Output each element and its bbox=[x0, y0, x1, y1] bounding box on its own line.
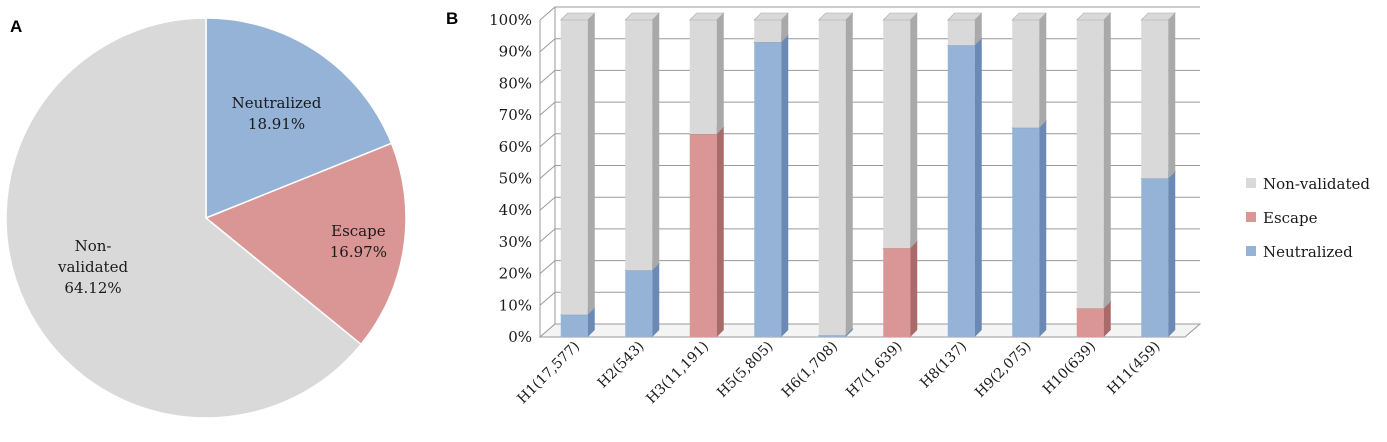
x-category-label: H9(2,075) bbox=[972, 339, 1034, 401]
pie-slice-non-validated bbox=[5, 17, 363, 419]
bar-side-neutralized bbox=[652, 263, 660, 337]
y-axis-ticks: 0% 10% 20% 30% 40% 50% 60% 70% 80% 90% 100% bbox=[489, 11, 532, 346]
x-category-label: H6(1,708) bbox=[779, 339, 841, 401]
pie-label-non-validated: Non- bbox=[75, 237, 112, 255]
bar-side-non-validated bbox=[716, 13, 724, 135]
bar-side-non-validated bbox=[1039, 13, 1047, 128]
bar-top-non-validated bbox=[818, 12, 854, 21]
bar-segment-neutralized bbox=[754, 42, 782, 337]
pie-label-neutralized: Neutralized bbox=[232, 94, 322, 112]
bar-side-non-validated bbox=[1103, 13, 1111, 309]
bar-top-non-validated bbox=[947, 12, 983, 21]
bar-segment-non-validated bbox=[1076, 20, 1104, 309]
bar-side-neutralized bbox=[974, 38, 982, 338]
x-category-label: H2(543) bbox=[595, 339, 648, 392]
bar-top-non-validated bbox=[753, 12, 789, 21]
bar-side-escape bbox=[910, 241, 918, 337]
bar-side-non-validated bbox=[587, 13, 595, 315]
bar-side-escape bbox=[716, 127, 724, 338]
bars bbox=[560, 12, 1176, 338]
bar-segment-neutralized bbox=[818, 335, 846, 337]
x-axis-categories: H1(17,577) H2(543)H3(11,191) H5(5,805) H6(1… bbox=[514, 339, 1163, 408]
bar-side-non-validated bbox=[781, 13, 789, 43]
legend-swatch-neutralized bbox=[1246, 246, 1256, 256]
x-category-label: H3(11,191) bbox=[643, 339, 712, 408]
bar-segment-neutralized bbox=[947, 45, 975, 338]
x-category-label: H11(459) bbox=[1104, 339, 1163, 398]
bar-segment-non-validated bbox=[1012, 20, 1040, 128]
bar-segment-escape bbox=[883, 248, 911, 337]
y-tick-label: 80% bbox=[499, 74, 532, 92]
bar-top-non-validated bbox=[882, 12, 918, 21]
x-category-label: H5(5,805) bbox=[714, 339, 776, 401]
pie-label-non-validated: 64.12% bbox=[64, 279, 121, 297]
bar-top-non-validated bbox=[1076, 12, 1112, 21]
bar-segment-non-validated bbox=[689, 20, 717, 135]
pie-slice-escape bbox=[204, 142, 407, 346]
bar-segment-non-validated bbox=[625, 20, 653, 271]
bar-side-non-validated bbox=[910, 13, 918, 249]
legend-label-neutralized: Neutralized bbox=[1263, 243, 1353, 261]
bar-side-neutralized bbox=[1168, 171, 1176, 337]
bar-segment-escape bbox=[1076, 308, 1104, 337]
pie-label-escape: Escape bbox=[331, 222, 386, 240]
bar-side-neutralized bbox=[1039, 120, 1047, 337]
bar-side-non-validated bbox=[845, 13, 853, 336]
pie-label-escape: 16.97% bbox=[330, 243, 387, 261]
legend-label-escape: Escape bbox=[1263, 209, 1318, 227]
bar-side-non-validated bbox=[652, 13, 660, 271]
y-tick-label: 70% bbox=[499, 106, 532, 124]
bar-top-non-validated bbox=[1011, 12, 1047, 21]
legend: Non-validated Escape Neutralized bbox=[1246, 175, 1370, 261]
y-tick-label: 10% bbox=[499, 296, 532, 314]
y-tick-label: 0% bbox=[508, 328, 532, 346]
y-tick-label: 20% bbox=[499, 265, 532, 283]
panel-b-letter: B bbox=[446, 9, 458, 28]
panel-a-letter: A bbox=[10, 17, 22, 36]
bar-segment-neutralized bbox=[625, 270, 653, 337]
x-category-label: H10(639) bbox=[1040, 339, 1099, 398]
legend-swatch-escape bbox=[1246, 212, 1256, 222]
bar-top-non-validated bbox=[1140, 12, 1176, 21]
legend-label-non-validated: Non-validated bbox=[1263, 175, 1370, 193]
bar-segment-non-validated bbox=[818, 20, 846, 336]
pie-slice-neutralized bbox=[205, 17, 393, 220]
pie-chart: Neutralized 18.91% Escape 16.97% Non-validat… bbox=[5, 17, 407, 419]
x-category-label: H8(137) bbox=[917, 339, 970, 392]
bar-top-non-validated bbox=[689, 12, 725, 21]
bar-side-neutralized bbox=[587, 307, 595, 337]
bar-segment-neutralized bbox=[560, 314, 588, 337]
bar-side-escape bbox=[1103, 301, 1111, 337]
bar-segment-non-validated bbox=[560, 20, 588, 315]
pie-label-neutralized: 18.91% bbox=[248, 115, 305, 133]
bar-side-non-validated bbox=[1168, 13, 1176, 179]
y-tick-label: 100% bbox=[489, 11, 532, 29]
pie-label-non-validated: validated bbox=[57, 258, 128, 276]
y-tick-label: 90% bbox=[499, 43, 532, 61]
y-tick-label: 50% bbox=[499, 170, 532, 188]
bar-segment-non-validated bbox=[1141, 20, 1169, 179]
bar-segment-non-validated bbox=[754, 20, 782, 43]
x-category-label: H1(17,577) bbox=[514, 339, 583, 408]
bar-top-non-validated bbox=[560, 12, 596, 21]
bar-side-non-validated bbox=[974, 13, 982, 46]
bar-side-neutralized bbox=[781, 35, 789, 337]
bar-segment-neutralized bbox=[1141, 178, 1169, 337]
y-tick-label: 60% bbox=[499, 138, 532, 156]
y-tick-label: 40% bbox=[499, 201, 532, 219]
bar-segment-escape bbox=[689, 134, 717, 337]
legend-swatch-non-validated bbox=[1246, 178, 1256, 188]
bar-segment-neutralized bbox=[1012, 127, 1040, 337]
bar-top-non-validated bbox=[624, 12, 660, 21]
stacked-bar-chart: 0% 10% 20% 30% 40% 50% 60% 70% 80% 90% 100% H1(17,… bbox=[489, 6, 1202, 408]
bar-segment-non-validated bbox=[883, 20, 911, 249]
x-category-label: H7(1,639) bbox=[843, 339, 905, 401]
bar-segment-non-validated bbox=[947, 20, 975, 46]
y-tick-label: 30% bbox=[499, 233, 532, 251]
